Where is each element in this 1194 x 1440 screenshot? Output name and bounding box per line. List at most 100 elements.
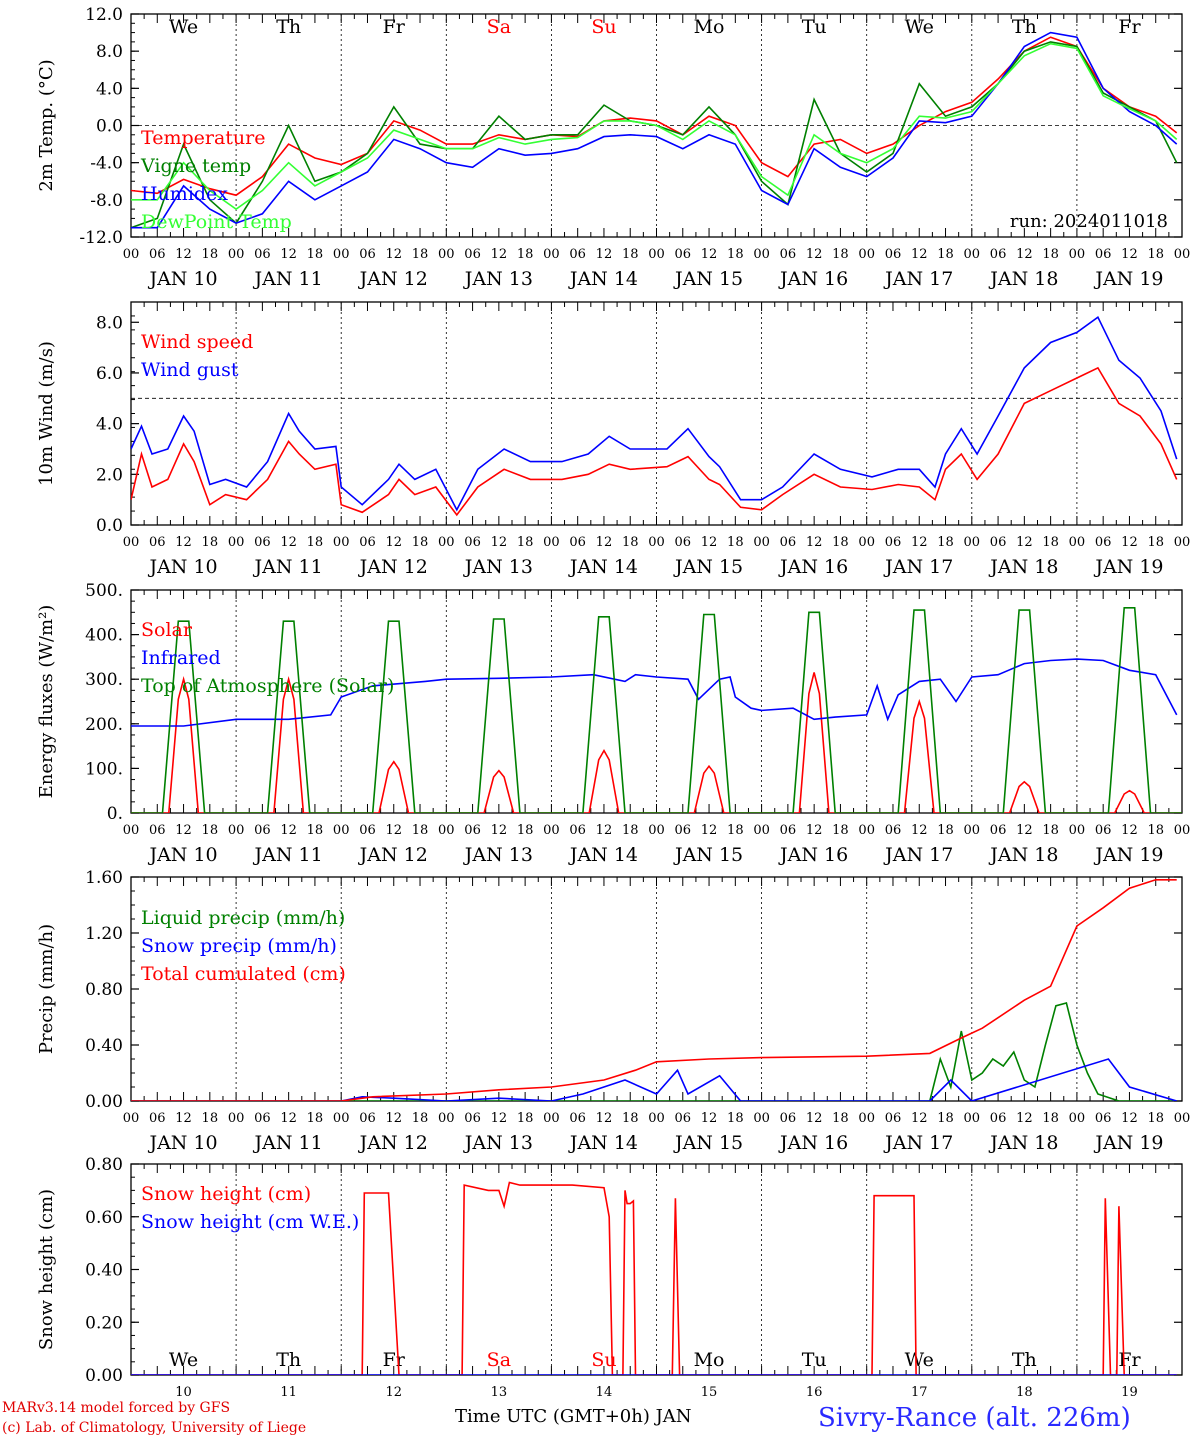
x-hour-label: 00 — [1174, 1111, 1191, 1126]
x-hour-label: 18 — [727, 247, 744, 262]
y-tick-label: 1.60 — [85, 868, 123, 888]
y-tick-label: 8.0 — [96, 313, 123, 333]
x-day-label: JAN 13 — [463, 268, 533, 290]
x-hour-label: 18 — [517, 247, 534, 262]
y-axis-title: Precip (mm/h) — [36, 924, 57, 1054]
x-hour-label: 00 — [858, 1111, 875, 1126]
series-line — [131, 315, 1178, 512]
x-day-label: JAN 12 — [358, 1132, 428, 1154]
y-tick-label: 0.80 — [85, 980, 123, 1000]
x-day-label: JAN 16 — [778, 1132, 848, 1154]
x-hour-label: 06 — [885, 823, 902, 838]
x-hour-label: 06 — [569, 823, 586, 838]
x-day-label: JAN 11 — [253, 844, 323, 866]
x-hour-label: 00 — [1069, 535, 1086, 550]
x-day-label: JAN 15 — [673, 556, 743, 578]
weekday-label: Fr — [1118, 16, 1141, 38]
y-axis-title: Snow height (cm) — [36, 1189, 57, 1350]
x-hour-label: 12 — [280, 823, 297, 838]
y-tick-label: 200. — [85, 715, 123, 735]
x-hour-label: 18 — [202, 1111, 219, 1126]
x-hour-label: 12 — [701, 247, 718, 262]
x-hour-label: 12 — [596, 535, 613, 550]
x-hour-label: 18 — [1147, 247, 1164, 262]
x-hour-label: 12 — [491, 247, 508, 262]
x-hour-label: 00 — [333, 535, 350, 550]
y-tick-label: 100. — [85, 759, 123, 779]
x-hour-label: 18 — [1042, 535, 1059, 550]
x-hour-label: 06 — [569, 1111, 586, 1126]
x-hour-label: 00 — [753, 247, 770, 262]
legend-entry: Wind gust — [141, 359, 239, 381]
x-day-label: JAN 13 — [463, 844, 533, 866]
x-hour-label: 18 — [832, 247, 849, 262]
x-hour-label: 18 — [727, 823, 744, 838]
y-tick-label: 0.0 — [96, 117, 123, 137]
legend-entry: Solar — [141, 619, 193, 641]
x-hour-label: 18 — [937, 1111, 954, 1126]
x-hour-label: 06 — [254, 247, 271, 262]
x-hour-label: 06 — [990, 247, 1007, 262]
x-hour-label: 06 — [885, 247, 902, 262]
x-hour-label: 12 — [1121, 823, 1138, 838]
x-day-label: JAN 15 — [673, 844, 743, 866]
y-axis-title: 2m Temp. (°C) — [36, 59, 57, 191]
x-hour-label: 06 — [990, 1111, 1007, 1126]
series-line — [131, 36, 1178, 197]
x-hour-label: 00 — [333, 823, 350, 838]
legend-entry: Wind speed — [141, 331, 253, 353]
x-hour-label: 06 — [254, 535, 271, 550]
x-hour-label: 06 — [675, 823, 692, 838]
x-hour-label: 18 — [307, 535, 324, 550]
y-tick-label: 0.40 — [85, 1261, 123, 1281]
x-day-label: JAN 12 — [358, 268, 428, 290]
x-hour-label: 18 — [937, 247, 954, 262]
x-hour-label: 18 — [307, 823, 324, 838]
x-hour-label: 12 — [701, 823, 718, 838]
x-hour-label: 12 — [806, 247, 823, 262]
x-hour-label: 06 — [359, 823, 376, 838]
x-day-label: JAN 16 — [778, 268, 848, 290]
y-tick-label: 300. — [85, 670, 123, 690]
x-hour-label: 06 — [675, 247, 692, 262]
x-day-label: JAN 14 — [568, 1132, 638, 1154]
x-day-label: JAN 16 — [778, 844, 848, 866]
x-hour-label: 00 — [858, 823, 875, 838]
weekday-label: Tu — [802, 1349, 827, 1371]
run-label: run: 2024011018 — [1010, 211, 1168, 232]
x-hour-label: 00 — [228, 823, 245, 838]
x-hour-label: 18 — [412, 535, 429, 550]
model-credit: MARv3.14 model forced by GFS — [2, 1400, 231, 1416]
y-tick-label: 500. — [85, 581, 123, 601]
x-hour-label: 12 — [596, 1111, 613, 1126]
x-hour-label: 12 — [911, 535, 928, 550]
x-hour-label: 06 — [569, 247, 586, 262]
x-day-label: JAN 13 — [463, 1132, 533, 1154]
y-tick-label: 4.0 — [96, 415, 123, 435]
x-hour-label: 12 — [491, 823, 508, 838]
weekday-label: Su — [591, 1349, 616, 1371]
x-hour-label: 00 — [228, 1111, 245, 1126]
x-hour-label: 12 — [280, 535, 297, 550]
x-hour-label: 00 — [964, 823, 981, 838]
x-hour-label: 18 — [307, 1111, 324, 1126]
weekday-label: We — [169, 1349, 198, 1371]
x-hour-label: 06 — [464, 247, 481, 262]
y-tick-label: 1.20 — [85, 924, 123, 944]
x-hour-label: 18 — [727, 535, 744, 550]
x-day-label: JAN 17 — [883, 1132, 953, 1154]
x-day-number: 11 — [280, 1385, 297, 1400]
x-day-label: JAN 12 — [358, 556, 428, 578]
weekday-label: Mo — [694, 16, 725, 38]
x-hour-label: 00 — [1069, 823, 1086, 838]
x-hour-label: 06 — [780, 247, 797, 262]
x-hour-label: 06 — [675, 535, 692, 550]
x-hour-label: 18 — [1147, 1111, 1164, 1126]
x-hour-label: 18 — [937, 535, 954, 550]
x-hour-label: 00 — [964, 247, 981, 262]
x-day-label: JAN 11 — [253, 1132, 323, 1154]
x-day-label: JAN 14 — [568, 268, 638, 290]
x-hour-label: 00 — [123, 535, 140, 550]
x-hour-label: 12 — [1016, 535, 1033, 550]
x-hour-label: 00 — [964, 1111, 981, 1126]
